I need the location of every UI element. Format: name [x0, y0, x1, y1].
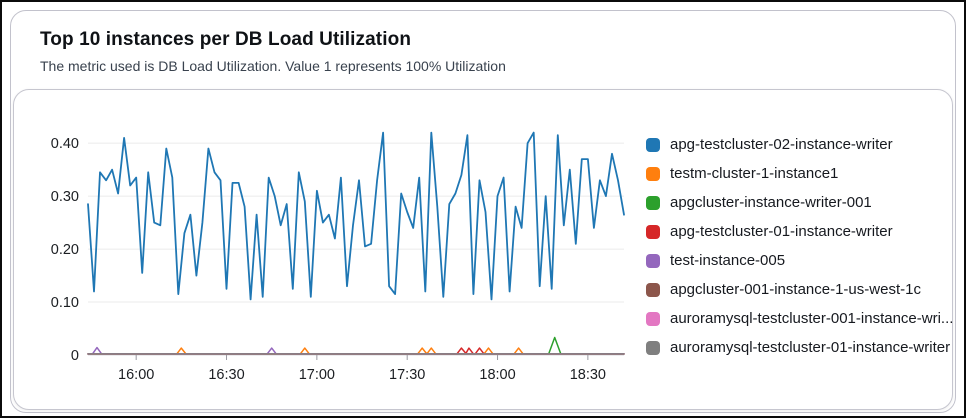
legend-item[interactable]: auroramysql-testcluster-01-instance-writ…	[646, 339, 953, 356]
legend-swatch-icon	[646, 137, 660, 152]
y-tick-label: 0.20	[51, 242, 79, 258]
legend-label: apg-testcluster-01-instance-writer	[670, 223, 893, 240]
series-line-0	[87, 131, 625, 301]
series-line-1	[87, 347, 625, 355]
page-title: Top 10 instances per DB Load Utilization	[40, 29, 412, 50]
chart-area: 0 0.10 0.20 0.30 0.40 16:00 16:30 17:00 17:30 18:…	[14, 90, 632, 400]
series-line-4	[87, 346, 625, 355]
y-tick-label: 0.10	[51, 295, 79, 311]
legend-label: apgcluster-001-instance-1-us-west-1c	[670, 281, 921, 298]
x-tick-label: 17:00	[299, 367, 335, 383]
widget-card: Top 10 instances per DB Load Utilization…	[10, 10, 956, 413]
legend-swatch-icon	[646, 282, 660, 297]
legend-item[interactable]: apg-testcluster-01-instance-writer	[646, 223, 953, 240]
x-tick-label: 16:30	[208, 367, 244, 383]
chart-panel: 0 0.10 0.20 0.30 0.40 16:00 16:30 17:00 17:30 18:…	[13, 89, 953, 410]
legend-item[interactable]: test-instance-005	[646, 252, 953, 269]
legend-swatch-icon	[646, 311, 660, 326]
x-tick-label: 18:30	[570, 367, 606, 383]
legend-swatch-icon	[646, 224, 660, 239]
legend-swatch-icon	[646, 195, 660, 210]
y-tick-label: 0	[71, 348, 79, 364]
widget-header: Top 10 instances per DB Load Utilization…	[11, 11, 955, 82]
legend-swatch-icon	[646, 253, 660, 268]
legend-label: apgcluster-instance-writer-001	[670, 194, 872, 211]
legend-label: test-instance-005	[670, 252, 786, 269]
x-tick-label: 16:00	[118, 367, 154, 383]
page-subtitle: The metric used is DB Load Utilization. …	[40, 58, 506, 74]
x-tick-label: 17:30	[389, 367, 425, 383]
legend-label: apg-testcluster-02-instance-writer	[670, 136, 893, 153]
x-tick-label: 18:00	[479, 367, 515, 383]
series-line-3	[87, 347, 625, 355]
legend-item[interactable]: apg-testcluster-02-instance-writer	[646, 136, 953, 153]
legend-swatch-icon	[646, 166, 660, 181]
legend-item[interactable]: apgcluster-001-instance-1-us-west-1c	[646, 281, 953, 298]
legend-item[interactable]: testm-cluster-1-instance1	[646, 165, 953, 182]
legend-item[interactable]: auroramysql-testcluster-001-instance-wri…	[646, 310, 953, 327]
db-load-chart[interactable]: 0 0.10 0.20 0.30 0.40 16:00 16:30 17:00 17:30 18:…	[32, 110, 632, 395]
series-line-2	[87, 336, 625, 355]
legend-item[interactable]: apgcluster-instance-writer-001	[646, 194, 953, 211]
chart-legend: apg-testcluster-02-instance-writer testm-…	[646, 90, 953, 368]
legend-label: auroramysql-testcluster-01-instance-writ…	[670, 339, 951, 356]
legend-swatch-icon	[646, 340, 660, 355]
y-tick-label: 0.30	[51, 189, 79, 205]
legend-label: testm-cluster-1-instance1	[670, 165, 839, 182]
legend-label: auroramysql-testcluster-001-instance-wri…	[670, 310, 954, 327]
y-tick-label: 0.40	[51, 136, 79, 152]
